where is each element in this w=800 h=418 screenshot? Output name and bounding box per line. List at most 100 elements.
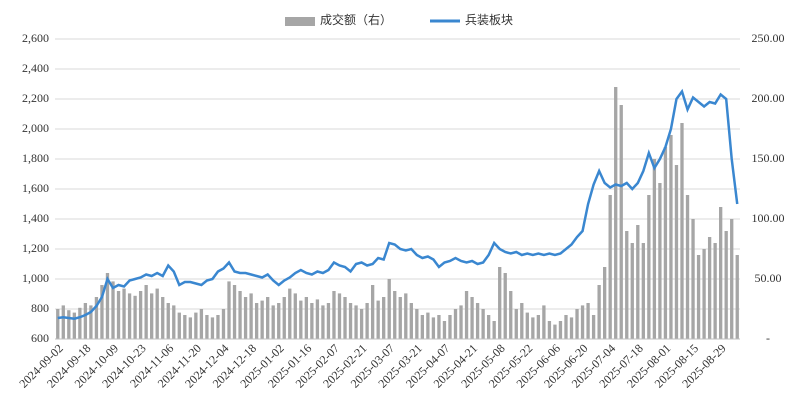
- bar: [735, 255, 739, 339]
- bar: [603, 267, 607, 339]
- bar: [243, 297, 248, 339]
- legend-label: 兵装板块: [465, 13, 513, 27]
- bar: [685, 195, 690, 339]
- bar: [625, 231, 629, 339]
- bar: [249, 293, 253, 339]
- bar: [111, 281, 115, 339]
- bar: [498, 267, 502, 339]
- bar: [387, 279, 391, 339]
- bar: [271, 305, 275, 339]
- bar: [437, 315, 441, 339]
- bar: [713, 243, 717, 339]
- bar: [448, 315, 452, 339]
- y2-tick-label: 50.00: [755, 271, 782, 285]
- bar: [188, 317, 192, 339]
- bar: [133, 295, 137, 339]
- bar: [475, 303, 480, 339]
- bar: [663, 147, 668, 339]
- bar: [299, 300, 303, 339]
- bar: [254, 303, 259, 339]
- bar: [94, 297, 99, 339]
- bar: [326, 303, 331, 339]
- bar: [470, 297, 474, 339]
- bar: [680, 123, 684, 339]
- y-tick-label: 2,200: [22, 91, 49, 105]
- bar: [238, 291, 242, 339]
- bar: [210, 317, 215, 339]
- bar: [216, 315, 220, 339]
- bar: [150, 293, 154, 339]
- y-tick-label: 1,600: [22, 181, 49, 195]
- bar: [691, 219, 695, 339]
- bar: [420, 315, 425, 339]
- bar: [575, 309, 579, 339]
- bar: [636, 225, 640, 339]
- bar: [116, 291, 121, 339]
- bar: [227, 281, 231, 339]
- bar: [404, 293, 408, 339]
- bar: [503, 273, 507, 339]
- bar: [67, 310, 71, 339]
- bar: [72, 312, 76, 339]
- bar: [586, 303, 590, 339]
- bar: [144, 285, 148, 339]
- bar: [343, 297, 347, 339]
- bar: [78, 307, 82, 339]
- bar: [161, 297, 165, 339]
- bar: [83, 303, 88, 339]
- bar: [266, 297, 270, 339]
- y-tick-label: 1,800: [22, 151, 49, 165]
- bar: [348, 303, 353, 339]
- bar: [707, 237, 712, 339]
- bar: [260, 300, 264, 339]
- bar: [630, 243, 634, 339]
- bar: [166, 303, 170, 339]
- bar: [382, 297, 386, 339]
- bar: [558, 321, 563, 339]
- bar: [409, 303, 413, 339]
- bar: [724, 231, 728, 339]
- y2-tick-label: 150.00: [752, 151, 785, 165]
- bar: [293, 293, 297, 339]
- bar: [459, 305, 463, 339]
- bar: [310, 303, 314, 339]
- y-tick-label: 2,000: [22, 121, 49, 135]
- bar: [453, 309, 458, 339]
- bar: [531, 317, 535, 339]
- bar: [658, 183, 662, 339]
- bar: [205, 315, 209, 339]
- bar: [442, 321, 447, 339]
- bar: [614, 87, 618, 339]
- bar: [669, 135, 673, 339]
- bar: [105, 273, 110, 339]
- bar: [597, 285, 601, 339]
- bar: [608, 195, 612, 339]
- bar: [337, 293, 342, 339]
- bar: [696, 255, 701, 339]
- bar: [354, 305, 358, 339]
- bar: [288, 288, 292, 339]
- bar: [520, 303, 524, 339]
- bar: [486, 315, 491, 339]
- legend-swatch: [285, 17, 315, 26]
- y-tick-label: 2,600: [22, 31, 49, 45]
- bar: [321, 305, 325, 339]
- bar: [398, 297, 402, 339]
- bar: [619, 105, 623, 339]
- bar: [376, 300, 380, 339]
- bar: [365, 303, 369, 339]
- bar: [282, 297, 286, 339]
- y-tick-label: 1,000: [22, 271, 49, 285]
- bar: [277, 303, 281, 339]
- y-tick-label: 1,400: [22, 211, 49, 225]
- bar: [674, 165, 679, 339]
- bar: [702, 249, 706, 339]
- bar: [509, 291, 513, 339]
- y-tick-label: 2,400: [22, 61, 49, 75]
- bar: [138, 291, 143, 339]
- y-tick-label: 1,200: [22, 241, 49, 255]
- y-tick-label: 800: [31, 301, 49, 315]
- line: [57, 88, 739, 321]
- bar: [332, 291, 336, 339]
- bar: [393, 291, 397, 339]
